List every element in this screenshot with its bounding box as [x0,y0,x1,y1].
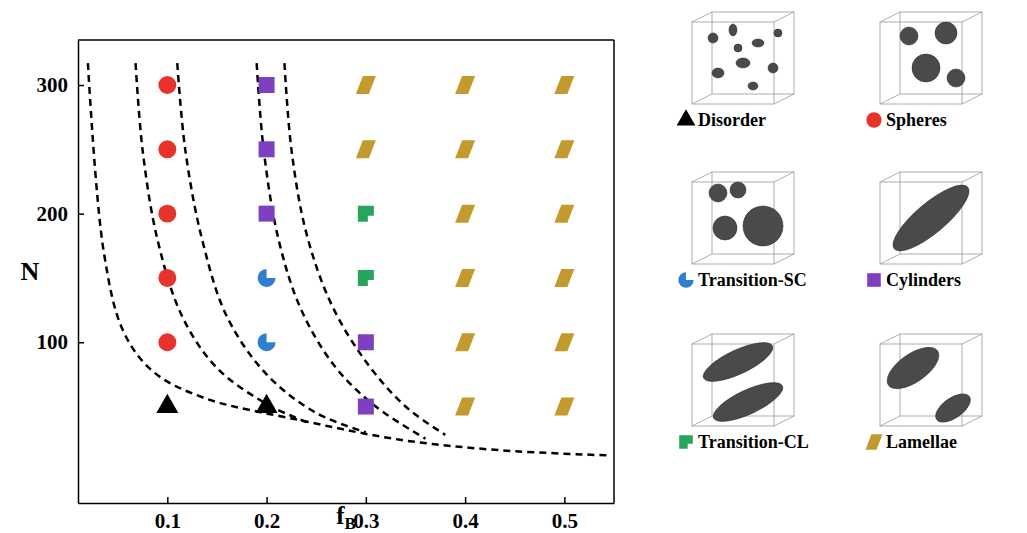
legend-label: Transition-SC [698,270,807,290]
x-tick-mark [465,497,467,503]
x-tick-mark [167,497,169,503]
data-point [358,270,374,286]
data-point [356,76,376,94]
y-tick-mark [78,342,84,344]
x-tick: 0.2 [254,497,280,533]
phase-boundary [88,63,609,455]
data-point [455,205,475,223]
y-tick: 200 [37,202,85,226]
snapshot [880,172,982,264]
data-point [455,333,475,351]
phase-boundary [177,63,366,432]
legend-label: Spheres [886,110,947,130]
x-axis: 0.1 0.2 0.3 0.4 0.5 [79,497,615,533]
legend-label: Lamellae [886,432,957,452]
data-point [554,333,574,351]
y-axis-line [78,41,80,504]
snapshot [692,334,794,429]
data-point [356,140,376,158]
frame [78,39,614,41]
x-tick: 0.3 [353,497,379,533]
x-tick-label: 0.4 [452,509,479,533]
snapshot [880,12,982,104]
x-axis-title: fB [336,502,356,533]
data-point [259,77,275,93]
legend-marker [677,109,696,125]
x-tick: 0.5 [552,497,578,533]
data-point [259,206,275,222]
legend-marker [866,434,883,449]
legend-marker [867,273,881,287]
data-point [554,76,574,94]
frame [613,40,615,503]
legend-label: Cylinders [886,270,961,290]
y-tick-label: 100 [37,330,69,354]
x-axis-line [79,503,615,505]
y-tick: 100 [37,330,85,354]
data-point [455,398,475,416]
data-point [259,141,275,157]
x-tick-label: 0.3 [353,509,379,533]
x-tick: 0.4 [452,497,479,533]
data-point [156,394,178,413]
data-point [358,399,374,415]
y-tick-mark [78,213,84,215]
data-point [158,76,176,94]
data-point [554,269,574,287]
data-point [258,333,276,351]
y-tick-label: 200 [37,202,69,226]
y-tick: 300 [37,73,85,97]
data-point [455,140,475,158]
data-point [455,269,475,287]
snapshot [692,172,794,264]
legend-marker [678,272,693,287]
data-point [358,206,374,222]
x-tick-mark [366,497,368,503]
data-point [256,394,278,413]
x-tick-label: 0.2 [254,509,280,533]
x-tick: 0.1 [155,497,181,533]
y-tick-label: 300 [37,73,69,97]
plot-area [88,63,609,455]
y-axis: 100 200 300 [37,41,85,504]
snapshot [880,334,982,428]
y-axis-title: N [21,257,40,286]
data-point [554,140,574,158]
data-point [158,205,176,223]
legend-marker [866,112,881,127]
x-tick-mark [564,497,566,503]
phase-boundary [136,63,307,422]
snapshot [692,12,794,104]
x-tick-label: 0.1 [155,509,181,533]
x-tick-mark [266,497,268,503]
data-point [554,205,574,223]
legend-label: Disorder [698,110,766,130]
y-tick-mark [78,85,84,87]
legend-label: Transition-CL [698,432,809,452]
data-point [158,269,176,287]
data-point [455,76,475,94]
x-tick-label: 0.5 [552,509,578,533]
data-point [158,140,176,158]
legend-marker [679,435,693,449]
phase-boundary [284,63,445,435]
data-point [554,398,574,416]
data-point [358,334,374,350]
phase-boundary [257,63,426,439]
data-point [258,269,276,287]
legend: Disorder Spheres Transition-SC Cylinders Tra… [677,12,982,452]
chart: 0.1 0.2 0.3 0.4 0.5 100 200 300 fB N Disorder Spher… [0,0,1027,533]
data-point [158,333,176,351]
